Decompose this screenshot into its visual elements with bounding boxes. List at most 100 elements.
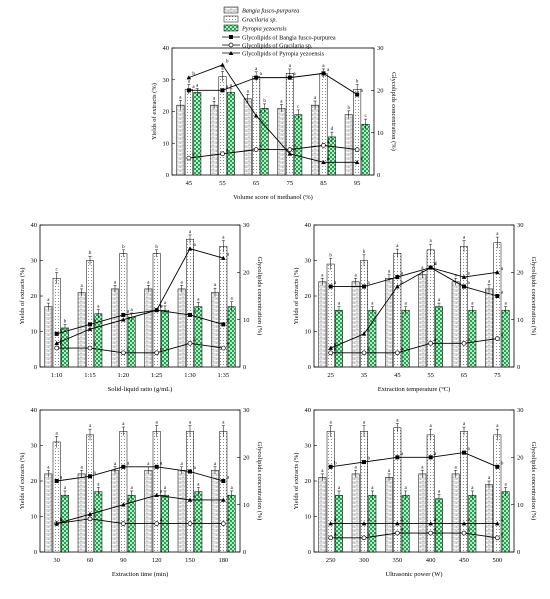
significance-label: a: [293, 72, 296, 77]
point-circle: [394, 350, 400, 356]
significance-label: b: [94, 343, 97, 348]
point-circle: [54, 345, 60, 351]
significance-label: c: [260, 110, 263, 115]
point-circle: [287, 147, 293, 152]
chart-panel-time: 0 10 20 30 40 0 10 20 30 30 60 90 120 150 180 Extractio…: [19, 407, 263, 578]
significance-label: c: [160, 347, 163, 352]
right-tick-label: 20: [243, 455, 250, 462]
significance-label: a: [196, 84, 199, 89]
x-tick-label: 45: [394, 372, 401, 379]
significance-label: a: [468, 518, 471, 523]
left-tick-label: 30: [31, 258, 38, 265]
significance-label: a: [192, 153, 195, 158]
x-tick-label: 1:15: [84, 372, 96, 379]
significance-label: a: [488, 280, 491, 285]
point-triangle: [287, 151, 293, 156]
x-tick-label: 1:10: [51, 372, 63, 379]
significance-label: a: [314, 96, 317, 101]
significance-label: e: [334, 343, 337, 348]
point-circle: [361, 350, 367, 356]
bar-bangia: [451, 281, 460, 368]
significance-label: a: [214, 283, 217, 288]
significance-label: a: [505, 482, 508, 487]
x-tick-label: 55: [427, 372, 434, 379]
significance-label: a: [226, 85, 229, 90]
y-axis-title: Yields of extracts (%): [293, 268, 300, 325]
plot-frame: [39, 224, 241, 368]
significance-label: a: [455, 273, 458, 278]
left-tick-label: 20: [31, 293, 38, 300]
legend-label: Glycolipids of Bangia fusco-purpurea: [242, 35, 336, 42]
right-tick-label: 10: [377, 130, 384, 137]
significance-label: c: [364, 114, 367, 119]
significance-label: a: [338, 486, 341, 491]
bar-bangia: [211, 470, 219, 553]
significance-label: a: [222, 421, 225, 426]
significance-label: a: [468, 338, 471, 343]
series-line-circle: [56, 518, 224, 525]
significance-label: a: [127, 499, 130, 504]
significance-label: a: [192, 85, 195, 90]
significance-label: a: [468, 528, 471, 533]
bar-bangia: [144, 470, 153, 553]
right-tick-label: 10: [243, 317, 250, 324]
bar-gracilaria: [86, 434, 94, 553]
chart-panel-temperature: 0 10 20 30 40 0 10 20 30 25 35 45 55 65 75 Extraction t…: [293, 222, 537, 393]
significance-label: a: [260, 72, 263, 77]
point-square: [362, 460, 366, 465]
point-circle: [186, 155, 192, 161]
significance-label: a: [434, 452, 437, 457]
point-triangle: [354, 160, 360, 165]
legend-item-bangia-line: Glycolipids of Bangia fusco-purpurea: [222, 35, 336, 42]
left-tick-label: 20: [305, 293, 312, 300]
point-square: [495, 464, 500, 469]
series-line-square: [330, 452, 498, 468]
significance-label: a: [361, 144, 364, 149]
legend-label: Gracilaria sp.: [242, 17, 277, 24]
bar-bangia: [351, 281, 360, 368]
significance-label: c: [127, 314, 130, 319]
legend-item-gracilaria-line: Glycolipids of Gracilaria sp.: [222, 43, 313, 50]
point-square: [88, 474, 92, 479]
bar-pyropia: [226, 92, 235, 176]
point-square: [154, 464, 159, 469]
significance-label: a: [164, 301, 167, 306]
bar-pyropia: [260, 108, 269, 176]
legend-item-gracilaria-bar: Gracilaria sp.: [223, 15, 277, 24]
left-tick-label: 40: [305, 222, 312, 229]
significance-label: a: [189, 421, 192, 426]
bar-bangia: [318, 477, 327, 553]
x-axis-title: Volume score of methanol (%): [233, 194, 313, 201]
bar-gracilaria: [285, 73, 294, 176]
significance-label: b: [401, 281, 404, 286]
point-square: [321, 71, 326, 76]
significance-label: b: [501, 461, 504, 466]
bar-gracilaria: [52, 278, 61, 368]
point-circle: [328, 350, 334, 356]
significance-label: b: [227, 343, 230, 348]
x-tick-label: 1:35: [218, 372, 230, 379]
point-triangle: [54, 521, 59, 526]
x-tick-label: 300: [359, 557, 369, 564]
x-tick-label: 85: [320, 180, 327, 187]
left-tick-label: 0: [34, 549, 37, 556]
significance-label: a: [194, 518, 197, 523]
significance-label: b: [334, 461, 337, 466]
x-tick-label: 120: [152, 557, 162, 564]
significance-label: a: [94, 471, 97, 476]
point-triangle: [221, 497, 226, 502]
bar-gracilaria: [252, 76, 261, 176]
significance-label: a: [468, 272, 471, 277]
significance-label: b: [155, 245, 158, 250]
significance-label: c: [60, 328, 63, 333]
x-tick-label: 65: [253, 180, 260, 187]
x-tick-label: 350: [392, 557, 402, 564]
significance-label: a: [114, 462, 117, 467]
point-square: [220, 88, 225, 93]
significance-label: a: [231, 486, 234, 491]
significance-label: a: [197, 297, 200, 302]
point-circle: [120, 350, 126, 356]
point-triangle: [328, 521, 333, 526]
significance-label: c: [297, 105, 300, 110]
